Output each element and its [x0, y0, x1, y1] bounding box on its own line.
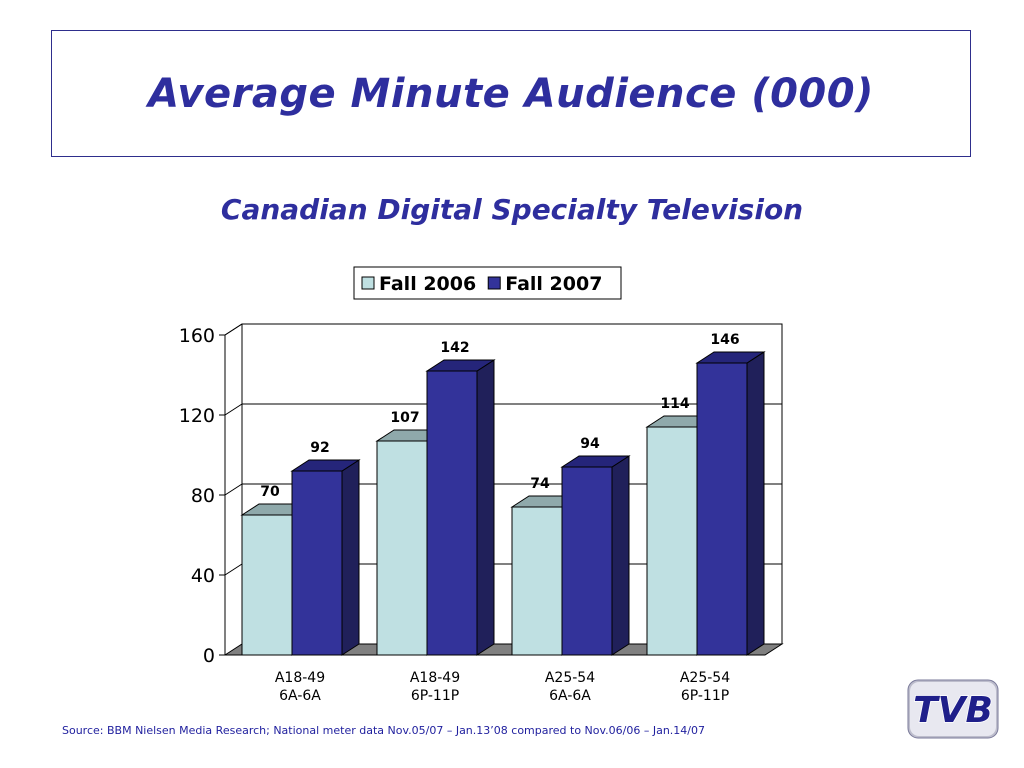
x-tick-label: A18-49: [275, 670, 325, 686]
x-tick-label: 6A-6A: [279, 688, 321, 704]
source-note: Source: BBM Nielsen Media Research; Nati…: [62, 724, 706, 737]
y-tick-label: 120: [179, 405, 215, 427]
page-title: Average Minute Audience (000): [148, 70, 874, 117]
x-tick-label: 6A-6A: [549, 688, 591, 704]
chart-title: Canadian Digital Specialty Television: [220, 193, 804, 226]
x-tick-label: A25-54: [545, 670, 595, 686]
bar: [291, 470, 343, 656]
data-label: 94: [580, 436, 600, 452]
bar: [696, 362, 748, 656]
data-label: 146: [710, 332, 739, 348]
bar: [561, 466, 613, 656]
data-label: 107: [390, 410, 419, 426]
bar: [426, 370, 478, 656]
bar-side-face: [746, 351, 765, 656]
y-axis-top-edge: [224, 323, 243, 336]
x-tick-label: 6P-11P: [681, 688, 729, 704]
bar-side-face: [476, 359, 495, 656]
bar: [376, 440, 428, 656]
bar: [511, 506, 563, 656]
legend-box: [353, 266, 622, 300]
legend-label: Fall 2007: [505, 273, 602, 295]
data-label: 114: [660, 396, 689, 412]
gridline-side: [224, 403, 243, 416]
legend-swatch: [361, 276, 375, 290]
bar-side-face: [341, 459, 360, 656]
y-tick-label: 40: [191, 565, 215, 587]
bar: [646, 426, 698, 656]
gridline-side: [224, 563, 243, 576]
gridline-side: [224, 483, 243, 496]
x-tick-label: A18-49: [410, 670, 460, 686]
data-label: 70: [260, 484, 280, 500]
data-label: 92: [310, 440, 329, 456]
bar: [241, 514, 293, 656]
y-tick-label: 0: [203, 645, 215, 667]
x-tick-label: 6P-11P: [411, 688, 459, 704]
y-tick-label: 80: [191, 485, 215, 507]
legend-label: Fall 2006: [379, 273, 476, 295]
y-tick-label: 160: [179, 325, 215, 347]
title-box: Average Minute Audience (000): [51, 30, 971, 157]
x-tick-label: A25-54: [680, 670, 730, 686]
data-label: 142: [440, 340, 469, 356]
tvb-logo: TVB: [907, 679, 999, 739]
svg-text:TVB: TVB: [913, 690, 993, 731]
data-label: 74: [530, 476, 550, 492]
legend-swatch: [487, 276, 501, 290]
bar-side-face: [611, 455, 630, 656]
